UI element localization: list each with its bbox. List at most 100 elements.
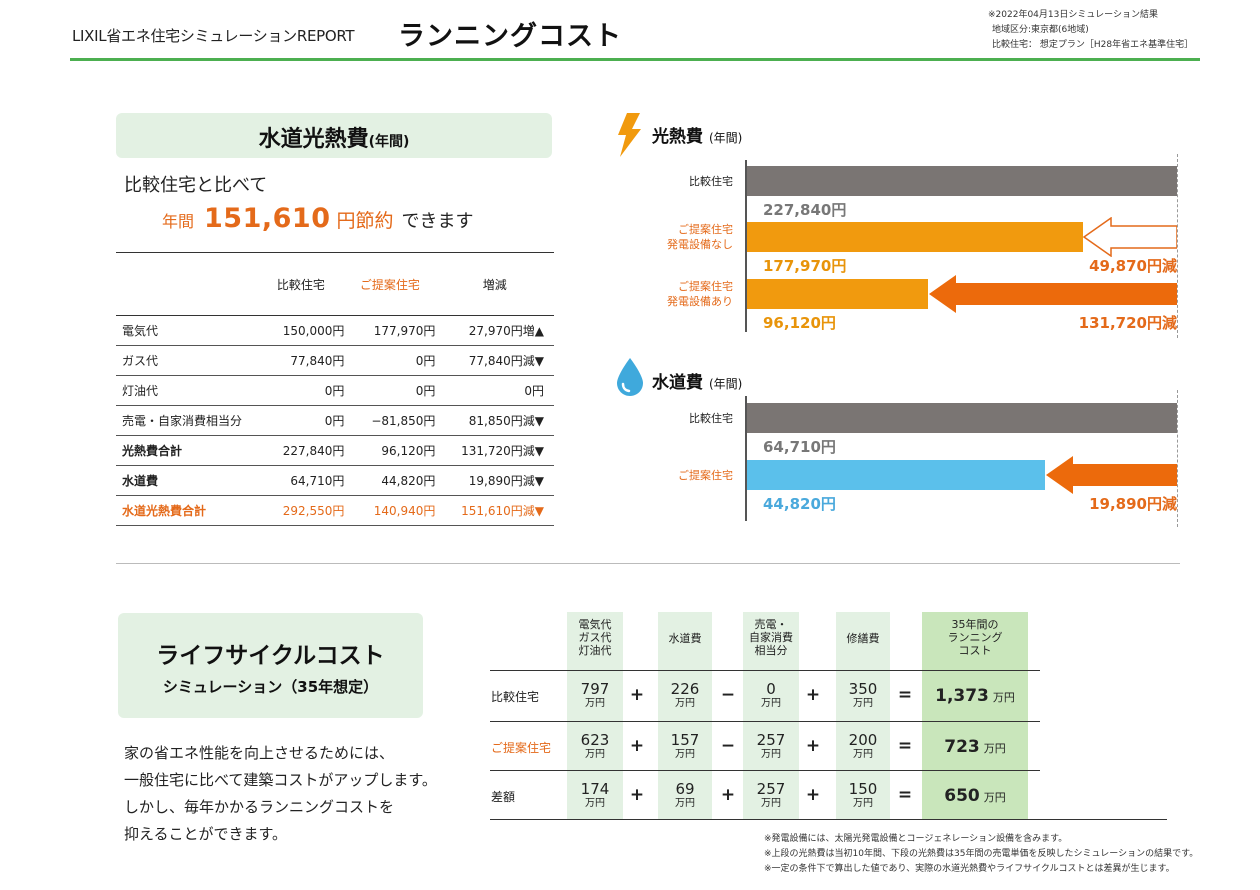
bar-label-line: ご提案住宅 [678, 223, 733, 236]
lifecycle-header-line: 35年間の [951, 618, 999, 631]
lifecycle-value-unit: 万円 [585, 798, 605, 809]
footnote: ※一定の条件下で算出した値であり、実際の水道光熱費やライフサイクルコストとは差異… [764, 864, 1175, 874]
lifecycle-value-unit: 万円 [853, 798, 873, 809]
lightning-icon [618, 113, 641, 157]
row-proposal-value: 140,940円 [373, 504, 436, 518]
lifecycle-value-unit: 万円 [675, 698, 695, 709]
saving-arrow [1046, 456, 1177, 494]
page-title: ランニングコスト [398, 21, 622, 52]
row-diff-value: 19,890円減▼ [468, 474, 544, 488]
footnotes: ※発電設備には、太陽光発電設備とコージェネレーション設備を含みます。 ※上段の光… [764, 832, 1198, 877]
lifecycle-value: 350 万円 [836, 682, 890, 710]
lifecycle-value-number: 350 [848, 680, 878, 698]
lifecycle-operator: + [629, 736, 645, 756]
lifecycle-header-line: 自家消費 [749, 631, 793, 644]
table-row: 水道費 64,710円 44,820円 19,890円減▼ [116, 466, 554, 496]
row-diff-value: 27,970円増▲ [468, 324, 544, 338]
bar [747, 222, 1083, 252]
lifecycle-value-unit: 万円 [761, 749, 781, 760]
row-proposal-value: 0円 [415, 384, 436, 398]
water-chart-title-suffix: (年間) [709, 377, 743, 391]
table-row: 灯油代 0円 0円 0円 [116, 376, 554, 406]
lifecycle-bottom-rule [490, 819, 1167, 820]
lifecycle-value: 200 万円 [836, 733, 890, 761]
lifecycle-desc-line: 家の省エネ性能を向上させるためには、 [124, 744, 395, 762]
row-label: 灯油代 [122, 384, 159, 398]
lifecycle-value-number: 200 [848, 731, 878, 749]
bar-label: ご提案住宅 [613, 468, 733, 483]
saving-arrow [929, 275, 1177, 313]
energy-chart-title: 光熱費 (年間) [652, 122, 742, 147]
lifecycle-total-number: 650 [944, 786, 980, 806]
lifecycle-title-box [118, 613, 423, 718]
table-header-row: 比較住宅 ご提案住宅 増減 [116, 253, 554, 316]
lifecycle-title: ライフサイクルコスト [156, 643, 385, 669]
lifecycle-header-line: 水道費 [668, 632, 702, 645]
row-compare-value: 0円 [324, 384, 345, 398]
lifecycle-value-number: 150 [848, 780, 878, 798]
table-row: 光熱費合計 227,840円 96,120円 131,720円減▼ [116, 436, 554, 466]
row-label: 水道光熱費合計 [122, 504, 207, 518]
utility-title: 水道光熱費(年間) [116, 121, 552, 153]
bar-label: 比較住宅 [613, 411, 733, 426]
row-compare-value: 150,000円 [282, 324, 345, 338]
bar-label-line: 発電設備なし [667, 238, 733, 251]
table-header-diff: 増減 [482, 277, 507, 292]
lifecycle-column-bg [567, 612, 623, 819]
lifecycle-total-unit: 万円 [983, 742, 1006, 755]
lifecycle-value: 257 万円 [743, 733, 799, 761]
table-header-blank [116, 253, 257, 316]
bar-value: 96,120円 [763, 314, 836, 332]
utility-title-suffix: (年間) [368, 134, 410, 150]
lifecycle-header-line: コスト [958, 644, 992, 657]
lifecycle-operator: = [897, 785, 913, 805]
saving-arrow [1083, 217, 1177, 257]
row-compare-value: 0円 [324, 414, 345, 428]
bar-value: 64,710円 [763, 438, 836, 456]
lifecycle-row-label: ご提案住宅 [491, 741, 552, 755]
lifecycle-operator: + [720, 785, 736, 805]
bar [747, 166, 1177, 196]
lifecycle-header-line: 修繕費 [846, 632, 880, 645]
lifecycle-value-number: 69 [675, 780, 695, 798]
utility-cost-table: 比較住宅 ご提案住宅 増減 電気代 150,000円 177,970円 27,970円… [116, 252, 554, 526]
lifecycle-desc-line: 抑えることができます。 [124, 825, 288, 843]
lifecycle-value-unit: 万円 [853, 698, 873, 709]
lifecycle-column-bg [922, 612, 1028, 819]
lifecycle-value: 623 万円 [567, 733, 623, 761]
row-compare-value: 292,550円 [282, 504, 345, 518]
lifecycle-value: 157 万円 [658, 733, 712, 761]
bar-label: ご提案住宅発電設備なし [613, 222, 733, 252]
lifecycle-desc-line: しかし、毎年かかるランニングコストを [124, 798, 395, 816]
lifecycle-value-unit: 万円 [761, 698, 781, 709]
chart-axis [745, 160, 747, 332]
row-proposal-value: 96,120円 [381, 444, 436, 458]
lifecycle-operator: + [805, 736, 821, 756]
lifecycle-value-unit: 万円 [585, 749, 605, 760]
utility-title-main: 水道光熱費 [258, 127, 369, 152]
lifecycle-value: 797 万円 [567, 682, 623, 710]
lifecycle-total-number: 723 [944, 737, 980, 757]
saving-value: 131,720円減 [1078, 314, 1177, 332]
lifecycle-value-number: 257 [756, 731, 786, 749]
report-info: ※2022年04月13日シミュレーション結果 地域区分:東京都(6地域) 比較住… [988, 8, 1193, 53]
lifecycle-row-divider [490, 770, 1040, 771]
row-label: 水道費 [122, 474, 159, 488]
table-row: 水道光熱費合計 292,550円 140,940円 151,610円減▼ [116, 496, 554, 526]
lifecycle-column-header: 水道費 [658, 632, 712, 645]
header-rule [70, 58, 1200, 61]
utility-title-box [116, 113, 552, 158]
lifecycle-operator: − [720, 685, 736, 705]
lifecycle-operator: = [897, 736, 913, 756]
lifecycle-value-unit: 万円 [675, 798, 695, 809]
lifecycle-column-bg [836, 612, 890, 819]
lifecycle-total-unit: 万円 [983, 791, 1006, 804]
row-compare-value: 64,710円 [290, 474, 345, 488]
row-compare-value: 227,840円 [282, 444, 345, 458]
section-divider [116, 563, 1180, 564]
lifecycle-row-label: 比較住宅 [491, 690, 540, 704]
chart-max-line [1177, 154, 1178, 338]
table-row: 電気代 150,000円 177,970円 27,970円増▲ [116, 316, 554, 346]
lifecycle-column-header: 35年間の ランニング コスト [922, 618, 1028, 657]
lifecycle-column-header: 修繕費 [836, 632, 890, 645]
